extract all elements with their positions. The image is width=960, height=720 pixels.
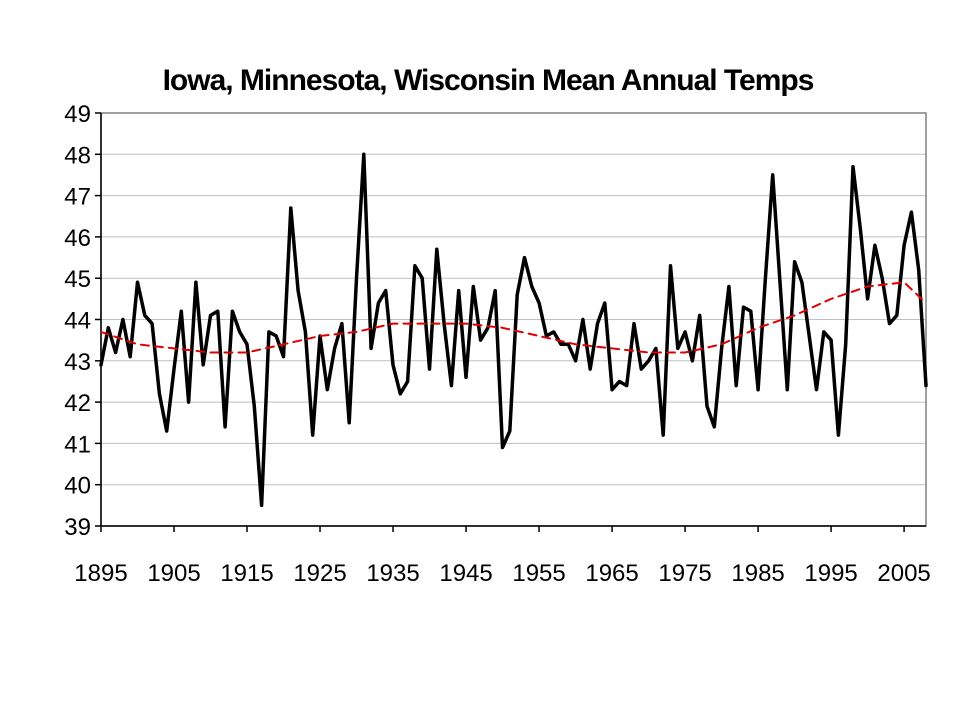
y-tick-label: 39	[64, 514, 91, 541]
x-tick-label: 1965	[585, 560, 638, 587]
x-tick-label: 1945	[439, 560, 492, 587]
x-tick-label: 1905	[147, 560, 200, 587]
y-tick-label: 46	[64, 225, 91, 252]
x-tick-label: 1935	[366, 560, 419, 587]
gridlines	[101, 112, 926, 527]
x-tick-label: 1925	[293, 560, 346, 587]
x-tick-label: 1955	[512, 560, 565, 587]
y-tick-label: 40	[64, 473, 91, 500]
y-tick-label: 45	[64, 266, 91, 293]
y-tick-label: 42	[64, 390, 91, 417]
y-tick-label: 47	[64, 184, 91, 211]
x-tick-label: 1895	[74, 560, 127, 587]
x-tick-label: 1915	[220, 560, 273, 587]
annual-temp-line	[99, 152, 928, 508]
y-tick-label: 43	[64, 349, 91, 376]
series-layer	[99, 152, 928, 508]
trend-point	[137, 343, 139, 345]
axes: 39 40 41 42 43 44 45 46 47 48 49 1895 1905 1915 1925 19…	[64, 101, 930, 587]
y-tick-label: 41	[64, 431, 91, 458]
y-tick-label: 49	[64, 101, 91, 128]
chart-title: Iowa, Minnesota, Wisconsin Mean Annual T…	[162, 64, 815, 97]
x-tick-label: 1975	[658, 560, 711, 587]
y-tick-label: 44	[64, 308, 91, 335]
y-tick-label: 48	[64, 142, 91, 169]
trend-point	[903, 281, 905, 283]
x-tick-label: 1995	[804, 560, 857, 587]
x-tick-label: 1985	[731, 560, 784, 587]
trend-point	[429, 323, 431, 325]
x-tick-label: 2005	[877, 560, 930, 587]
trend-point	[757, 327, 759, 329]
trend-line	[100, 281, 927, 354]
trend-point	[538, 335, 540, 337]
